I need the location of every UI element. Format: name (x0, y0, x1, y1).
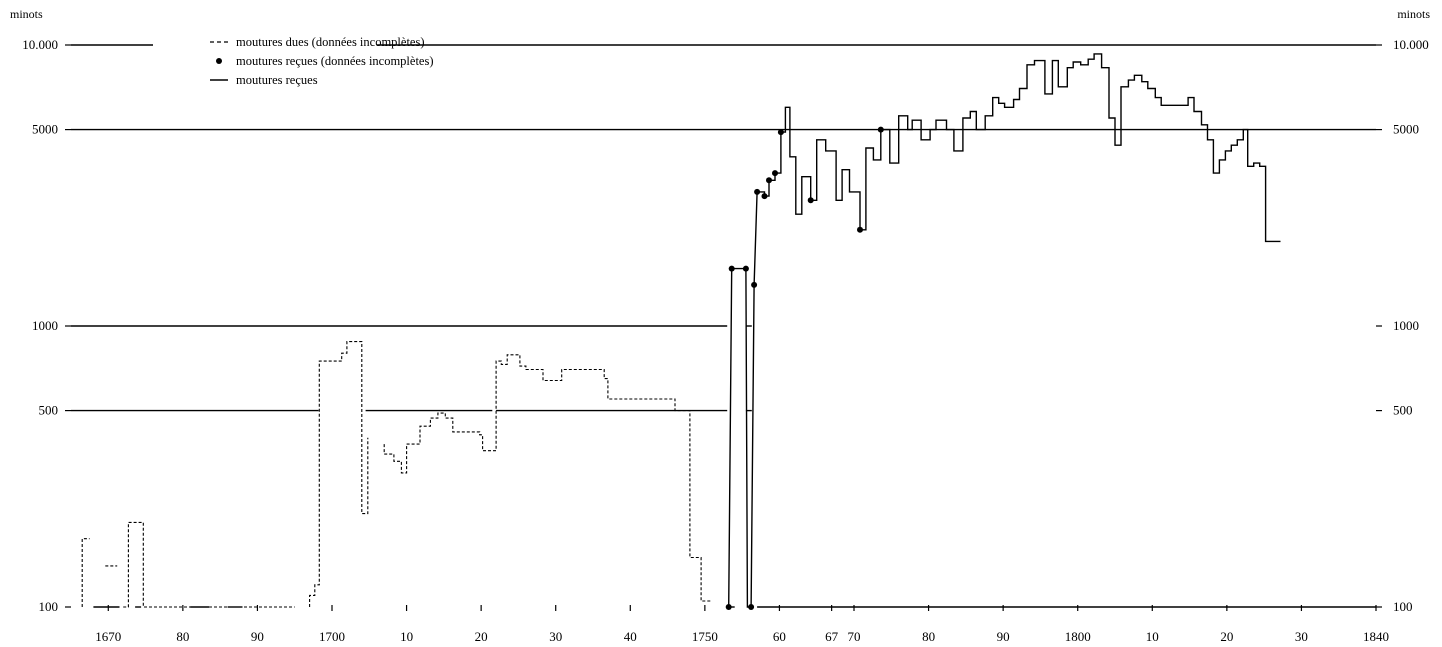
x-tick-label-8: 1750 (692, 629, 718, 644)
y-tick-label-right-0: 100 (1393, 599, 1413, 614)
x-tick-label-13: 90 (997, 629, 1010, 644)
legend-label-dues: moutures dues (données incomplètes) (236, 35, 425, 49)
x-tick-label-2: 90 (251, 629, 264, 644)
data-point-recues-5 (754, 188, 761, 195)
data-point-recues-2 (742, 265, 749, 272)
marker-layer (725, 126, 884, 610)
legend-label-recues: moutures reçues (236, 73, 318, 87)
data-point-recues-11 (857, 226, 863, 233)
series-layer (71, 44, 1376, 608)
series-line-2-6 (728, 53, 1281, 608)
y-tick-label-left-0: 100 (39, 599, 59, 614)
y-tick-label-left-2: 1000 (32, 318, 58, 333)
y-tick-label-left-4: 10.000 (22, 37, 58, 52)
series-line-0-4 (383, 354, 713, 602)
data-point-recues-8 (772, 170, 778, 177)
x-tick-label-0: 1670 (95, 629, 121, 644)
x-tick-label-4: 10 (400, 629, 413, 644)
axis-layer: 100 100 500 500 1000 1000 5000 5000 10.000 10.000… (22, 37, 1429, 644)
x-tick-label-18: 1840 (1363, 629, 1389, 644)
y-tick-label-right-3: 5000 (1393, 122, 1419, 137)
y-tick-label-right-2: 1000 (1393, 318, 1419, 333)
x-tick-label-14: 1800 (1065, 629, 1091, 644)
x-tick-label-7: 40 (624, 629, 637, 644)
data-point-recues-6 (761, 193, 768, 200)
x-tick-label-15: 10 (1146, 629, 1159, 644)
x-tick-label-9: 60 (773, 629, 786, 644)
y-tick-label-left-1: 500 (39, 403, 59, 418)
x-tick-label-12: 80 (922, 629, 935, 644)
series-line-0-3 (309, 341, 369, 607)
x-tick-label-1: 80 (176, 629, 189, 644)
y-tick-label-right-1: 500 (1393, 403, 1413, 418)
series-line-0-0 (81, 538, 90, 607)
data-point-recues-12 (877, 126, 884, 133)
x-tick-label-16: 20 (1220, 629, 1233, 644)
x-tick-label-10: 67 (825, 629, 839, 644)
x-tick-label-11: 70 (848, 629, 861, 644)
legend-label-recues-incompletes: moutures reçues (données incomplètes) (236, 54, 434, 68)
y-axis-label-right: minots (1397, 7, 1430, 21)
data-point-recues-1 (728, 265, 735, 272)
y-tick-label-right-4: 10.000 (1393, 37, 1429, 52)
data-point-recues-0 (725, 604, 732, 610)
data-point-recues-9 (777, 129, 784, 136)
y-tick-label-left-3: 5000 (32, 122, 58, 137)
legend: moutures dues (données incomplètes) mout… (210, 35, 434, 87)
x-tick-label-3: 1700 (319, 629, 345, 644)
x-tick-label-17: 30 (1295, 629, 1308, 644)
x-tick-label-5: 20 (475, 629, 488, 644)
data-point-recues-3 (748, 604, 755, 610)
data-point-recues-10 (807, 197, 814, 204)
x-tick-label-6: 30 (549, 629, 562, 644)
series-line-0-2 (123, 521, 295, 608)
data-point-recues-4 (751, 281, 758, 288)
data-point-recues-7 (766, 177, 772, 184)
legend-swatch-dot (216, 58, 222, 64)
y-axis-label-left: minots (10, 7, 43, 21)
